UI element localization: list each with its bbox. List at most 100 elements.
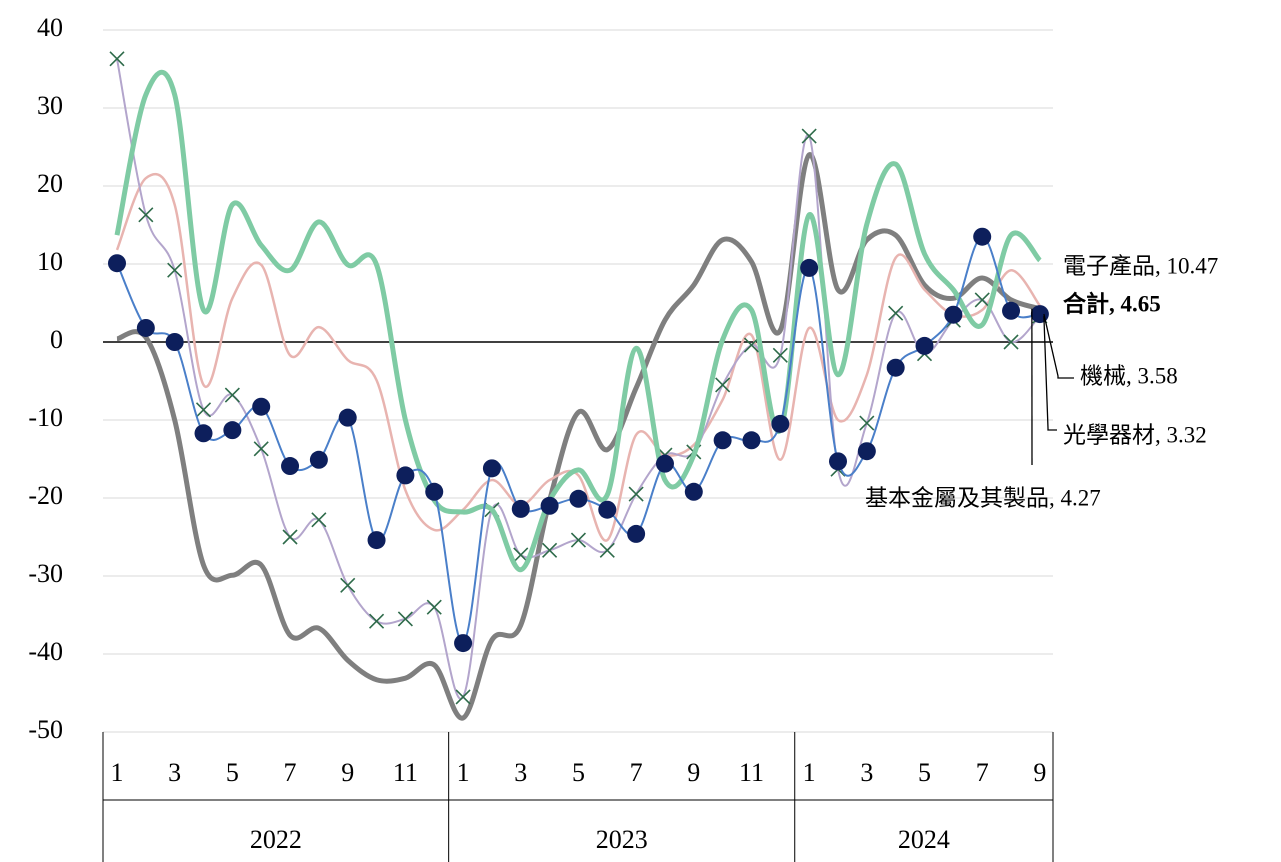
marker [224,387,240,403]
marker [1030,305,1049,324]
series-line [116,235,1040,645]
marker [281,457,300,476]
series-label: 合計, 4.65 [1063,290,1161,316]
series-line [116,58,1041,700]
marker [1002,301,1021,320]
marker [829,452,847,471]
x-tick-label: 1 [111,758,124,787]
x-tick-label: 1 [803,758,816,787]
x-tick-label: 9 [687,758,700,787]
marker [338,408,357,427]
marker [973,227,992,246]
marker [771,414,790,433]
marker [455,689,471,705]
y-tick-label: 30 [37,91,63,120]
marker [888,305,904,321]
marker [109,51,125,67]
marker [628,486,644,502]
marker [800,258,819,277]
marker [1003,334,1019,350]
marker [743,337,760,353]
marker [138,207,154,223]
series-label: 光學器材, 3.32 [1063,422,1207,447]
y-tick-label: 40 [37,13,63,42]
x-tick-label: 5 [572,758,585,787]
marker [772,347,788,363]
series-label: 電子產品, 10.47 [1063,253,1218,278]
marker [542,542,558,558]
x-tick-label: 7 [976,758,989,787]
y-tick-label: -30 [28,559,63,588]
marker [397,611,413,627]
marker [655,454,674,473]
leader [1043,313,1074,379]
marker [886,358,905,377]
marker [223,421,242,440]
marker [857,442,876,461]
marker [340,577,356,593]
x-tick-label: 11 [739,758,764,787]
x-tick-label: 3 [860,758,873,787]
series-label: 機械, 3.58 [1080,363,1178,388]
marker [598,500,617,519]
marker [974,292,990,308]
x-tick-label: 9 [1033,758,1046,787]
x-tick-label: 11 [393,758,418,787]
marker [684,482,703,501]
marker [627,524,646,543]
marker [282,529,298,545]
x-tick-label: 7 [630,758,643,787]
marker [252,397,271,416]
x-tick-label: 9 [341,758,354,787]
marker [570,532,587,548]
series-label: 基本金屬及其製品, 4.27 [865,485,1101,510]
marker [801,128,817,144]
marker [944,305,963,324]
y-tick-label: -10 [28,403,63,432]
marker [513,547,529,563]
marker [194,424,213,443]
marker [311,512,327,528]
marker [136,318,155,337]
marker [569,489,588,508]
marker [540,496,559,515]
y-tick-label: 10 [37,247,63,276]
x-tick-label: 1 [457,758,470,787]
y-tick-label: 0 [50,325,63,354]
marker [915,336,934,355]
x-tick-label: 5 [226,758,239,787]
year-label: 2024 [898,825,950,854]
series-line [114,69,1042,573]
marker [713,431,732,450]
marker [108,254,126,273]
x-tick-label: 7 [284,758,297,787]
marker [165,333,184,351]
marker [195,402,212,418]
marker [396,466,415,485]
marker [426,599,442,615]
series-line [116,152,1041,721]
y-tick-label: 20 [37,169,63,198]
marker [454,634,473,653]
marker [511,499,530,518]
series-line [115,172,1041,542]
marker [368,613,385,629]
y-tick-label: -50 [28,715,63,744]
x-tick-label: 5 [918,758,931,787]
x-tick-label: 3 [514,758,527,787]
marker [742,431,761,450]
year-label: 2022 [250,825,302,854]
marker [859,415,875,431]
year-label: 2023 [596,825,648,854]
marker [425,482,444,501]
marker [599,542,615,558]
marker [367,531,386,550]
x-tick-label: 3 [168,758,181,787]
marker [167,262,183,278]
marker [482,459,501,478]
y-tick-label: -40 [28,637,63,666]
leader [1043,316,1057,431]
marker [309,450,328,469]
marker [715,377,731,393]
